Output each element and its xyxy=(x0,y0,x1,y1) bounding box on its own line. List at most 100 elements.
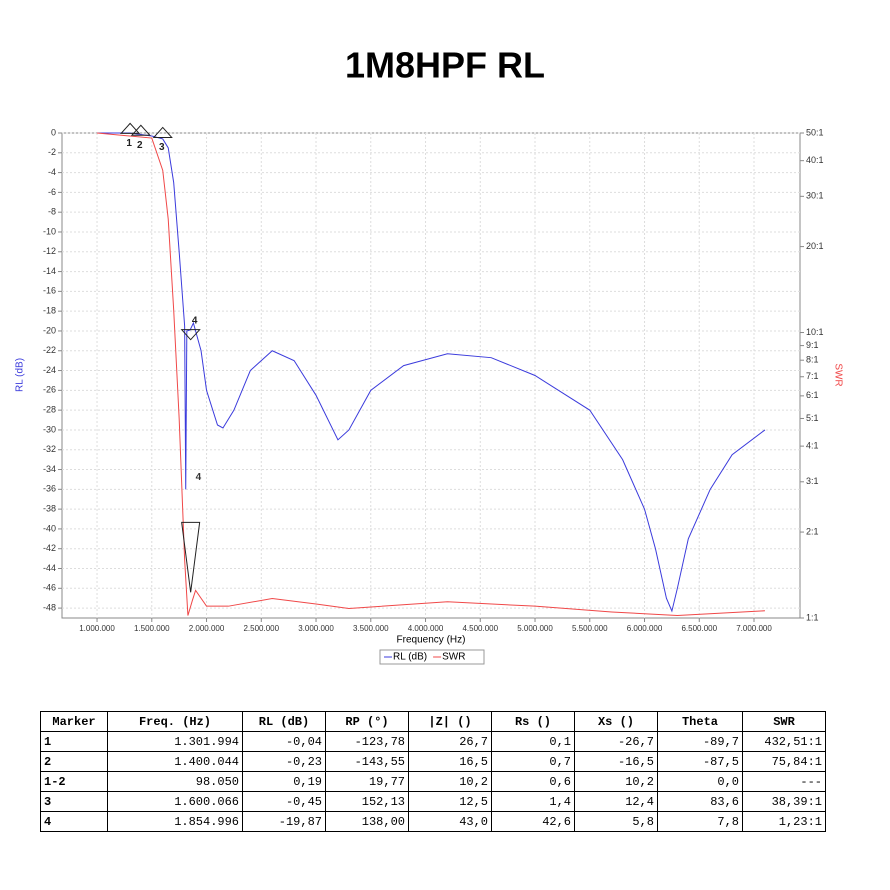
table-cell: 2 xyxy=(40,751,108,772)
header-cell: Marker xyxy=(40,711,108,732)
series-line xyxy=(96,132,765,617)
table-cell: 75,84:1 xyxy=(742,751,826,772)
table-cell: -0,04 xyxy=(242,731,326,752)
chart-title: 1M8HPF RL xyxy=(345,45,545,86)
y-tick-label: -8 xyxy=(48,207,56,217)
table-cell: -143,55 xyxy=(325,751,409,772)
y-tick-label: -6 xyxy=(48,187,56,197)
y-tick-label: -36 xyxy=(43,484,56,494)
table-cell: 1-2 xyxy=(40,771,108,792)
table-row: 4 1.854.996 -19,87 138,00 43,0 42,6 5,8 7,8 1,23… xyxy=(40,811,826,832)
x-tick-label: 4.500.000 xyxy=(462,624,498,633)
table-cell: 0,19 xyxy=(242,771,326,792)
table-cell: 83,6 xyxy=(657,791,743,812)
y-tick-label: -14 xyxy=(43,266,56,276)
table-cell: 1.301.994 xyxy=(107,731,243,752)
y-tick-label: -20 xyxy=(43,325,56,335)
y-tick-label: -32 xyxy=(43,444,56,454)
table-cell: 4 xyxy=(40,811,108,832)
x-tick-label: 5.000.000 xyxy=(517,624,553,633)
table-row: 1-2 98.050 0,19 19,77 10,2 0,6 10,2 0,0 --- xyxy=(40,771,826,792)
marker xyxy=(181,521,201,593)
x-tick-label: 6.500.000 xyxy=(681,624,717,633)
table-row: 1 1.301.994 -0,04 -123,78 26,7 0,1 -26,7 -89,7 4… xyxy=(40,731,826,752)
y-tick-label: -10 xyxy=(43,226,56,236)
y2-tick-label: 2:1 xyxy=(806,526,819,536)
header-cell: RP (°) xyxy=(325,711,409,732)
y-tick-label: -34 xyxy=(43,464,56,474)
y2-axis-label: SWR xyxy=(832,363,843,386)
table-cell: 138,00 xyxy=(325,811,409,832)
y2-tick-label: 30:1 xyxy=(806,191,824,201)
marker-label: 3 xyxy=(159,142,165,153)
y2-tick-label: 6:1 xyxy=(806,390,819,400)
table-cell: 0,0 xyxy=(657,771,743,792)
table-cell: 12,4 xyxy=(574,791,658,812)
marker xyxy=(119,122,141,134)
table-cell: -87,5 xyxy=(657,751,743,772)
y2-tick-label: 8:1 xyxy=(806,355,819,365)
y-tick-label: -12 xyxy=(43,246,56,256)
x-tick-label: 6.000.000 xyxy=(627,624,663,633)
header-cell: SWR xyxy=(742,711,826,732)
marker-label: 4 xyxy=(196,472,202,483)
y-tick-label: -2 xyxy=(48,147,56,157)
legend-label: RL (dB) xyxy=(393,652,427,663)
series-line xyxy=(97,132,766,613)
y-tick-label: -42 xyxy=(43,543,56,553)
table-cell: 12,5 xyxy=(408,791,492,812)
y2-tick-label: 7:1 xyxy=(806,371,819,381)
marker-label: 1 xyxy=(126,138,132,149)
header-cell: Rs () xyxy=(491,711,575,732)
plot-frame xyxy=(61,132,801,619)
x-tick-label: 1.000.000 xyxy=(79,624,115,633)
table-cell: 42,6 xyxy=(491,811,575,832)
y2-tick-label: 1:1 xyxy=(806,612,819,622)
table-cell: 0,7 xyxy=(491,751,575,772)
y-tick-label: -48 xyxy=(43,602,56,612)
y2-tick-label: 3:1 xyxy=(806,476,819,486)
y-tick-label: -44 xyxy=(43,563,56,573)
table-cell: -26,7 xyxy=(574,731,658,752)
y2-tick-label: 50:1 xyxy=(806,127,824,137)
table-row: 3 1.600.066 -0,45 152,13 12,5 1,4 12,4 83,6 38,3… xyxy=(40,791,826,812)
header-cell: RL (dB) xyxy=(242,711,326,732)
y-tick-label: -38 xyxy=(43,503,56,513)
x-tick-label: 3.000.000 xyxy=(298,624,334,633)
y-tick-label: -18 xyxy=(43,306,56,316)
table-cell: 5,8 xyxy=(574,811,658,832)
table-cell: -0,45 xyxy=(242,791,326,812)
y2-tick-label: 9:1 xyxy=(806,340,819,350)
x-tick-label: 2.000.000 xyxy=(189,624,225,633)
table-cell: 1,23:1 xyxy=(742,811,826,832)
header-cell: Freq. (Hz) xyxy=(107,711,243,732)
table-cell: 1 xyxy=(40,731,108,752)
table-cell: -89,7 xyxy=(657,731,743,752)
marker xyxy=(130,124,151,136)
y-tick-label: -26 xyxy=(43,385,56,395)
y-tick-label: -30 xyxy=(43,424,56,434)
table-cell: 1.600.066 xyxy=(107,791,243,812)
x-tick-label: 2.500.000 xyxy=(243,624,279,633)
table-cell: 0,1 xyxy=(491,731,575,752)
x-tick-label: 5.500.000 xyxy=(572,624,608,633)
marker xyxy=(180,329,201,341)
y-tick-label: -24 xyxy=(43,365,56,375)
table-cell: 1,4 xyxy=(491,791,575,812)
header-cell: |Z| () xyxy=(408,711,492,732)
header-cell: Xs () xyxy=(574,711,658,732)
table-cell: 16,5 xyxy=(408,751,492,772)
table-cell: 10,2 xyxy=(574,771,658,792)
table-cell: 3 xyxy=(40,791,108,812)
table-cell: 10,2 xyxy=(408,771,492,792)
table-cell: 19,77 xyxy=(325,771,409,792)
x-tick-label: 3.500.000 xyxy=(353,624,389,633)
marker xyxy=(152,126,173,138)
header-cell: Theta xyxy=(657,711,743,732)
y-tick-label: 0 xyxy=(51,127,56,137)
y-tick-label: -22 xyxy=(43,345,56,355)
y-tick-label: -40 xyxy=(43,523,56,533)
legend-label: SWR xyxy=(442,652,465,663)
y2-tick-label: 5:1 xyxy=(806,413,819,423)
